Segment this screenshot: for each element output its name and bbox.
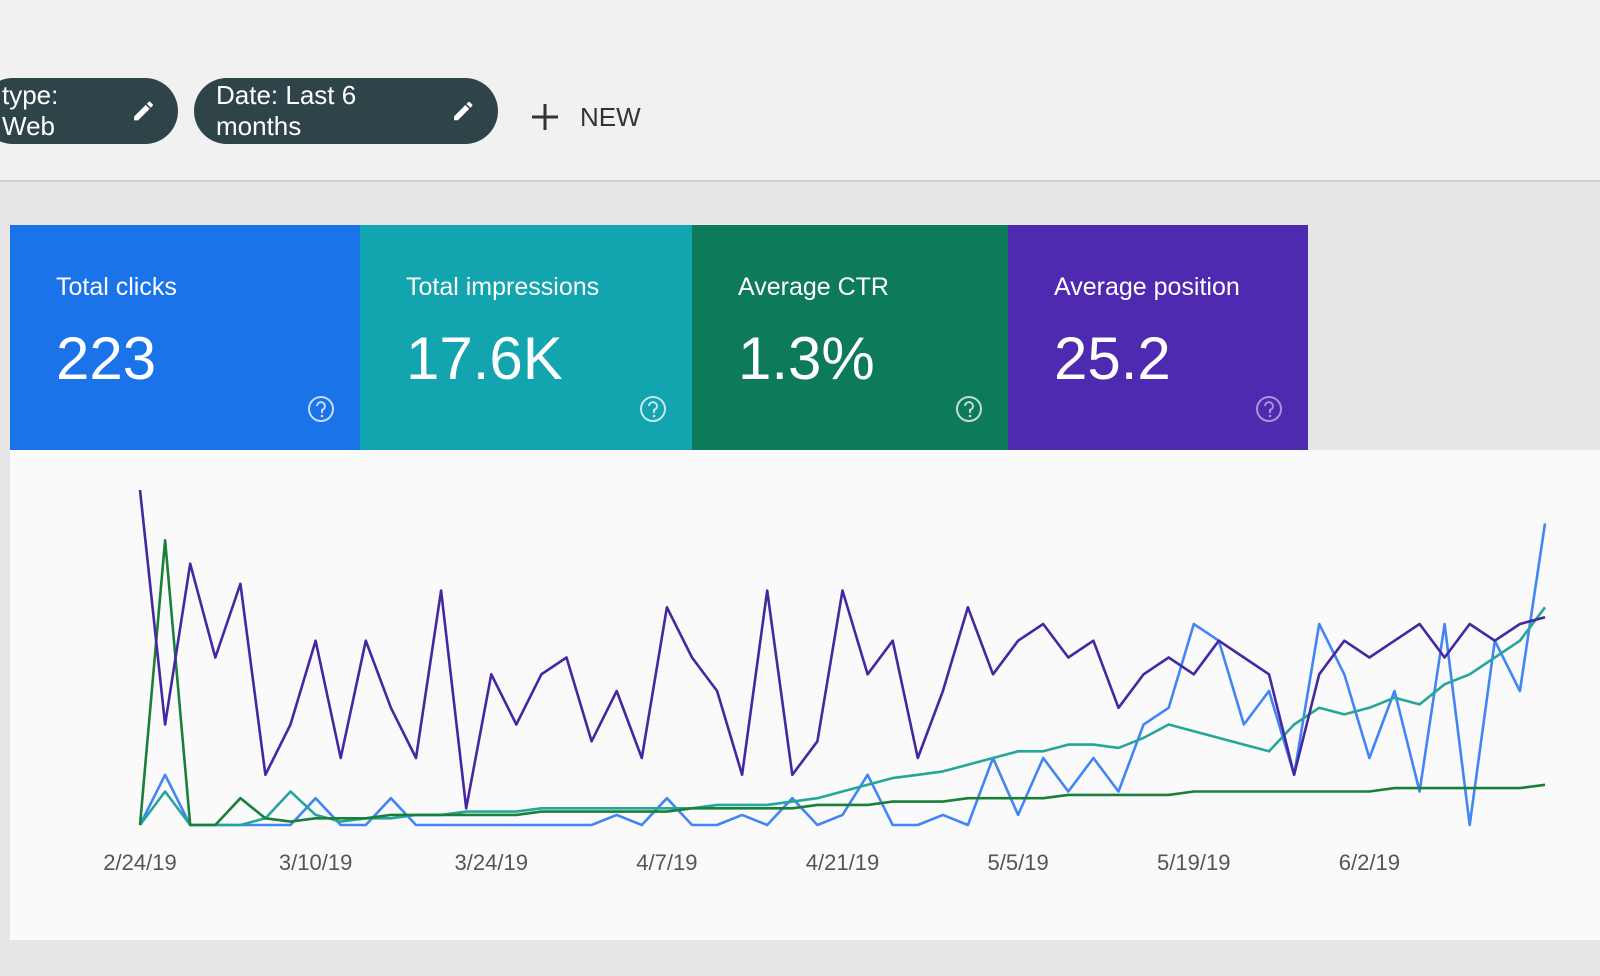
help-icon[interactable] xyxy=(306,394,336,424)
x-tick-label: 3/24/19 xyxy=(455,850,528,875)
filter-text: Date: Last 6 months xyxy=(216,80,357,141)
metric-label: Average position xyxy=(1054,273,1240,301)
series-line xyxy=(138,539,1546,827)
metric-cards: Total clicks 223 Total impressions 17.6K… xyxy=(10,225,1308,450)
edit-icon xyxy=(133,101,153,121)
filter-chip[interactable]: type: Web xyxy=(0,78,178,144)
new-filter-button[interactable]: NEW xyxy=(530,92,641,142)
metric-label: Total clicks xyxy=(56,273,177,301)
x-tick-label: 6/2/19 xyxy=(1339,850,1400,875)
series-line xyxy=(138,523,1547,827)
metric-card[interactable]: Total clicks 223 xyxy=(10,225,360,450)
x-tick-label: 4/21/19 xyxy=(806,850,879,875)
help-icon[interactable] xyxy=(1254,394,1284,424)
performance-chart: 2/24/19 3/10/19 3/24/19 4/7/19 4/21/19 5/5/19… xyxy=(103,489,1547,875)
edit-icon xyxy=(454,101,473,121)
x-tick-label: 3/10/19 xyxy=(279,850,352,875)
metric-value: 1.3% xyxy=(738,325,875,392)
metric-card[interactable]: Average CTR 1.3% xyxy=(692,225,1008,450)
x-tick-label: 5/19/19 xyxy=(1157,850,1230,875)
plus-icon xyxy=(532,104,558,130)
metric-card[interactable]: Total impressions 17.6K xyxy=(360,225,692,450)
series-line xyxy=(138,489,1546,810)
metric-value: 25.2 xyxy=(1054,325,1171,392)
filter-bar: type: Web Date: Last 6 months NEW xyxy=(0,0,1600,182)
x-tick-label: 4/7/19 xyxy=(636,850,697,875)
x-tick-label: 2/24/19 xyxy=(103,850,176,875)
metric-value: 17.6K xyxy=(406,325,563,392)
metric-card[interactable]: Average position 25.2 xyxy=(1008,225,1308,450)
help-icon[interactable] xyxy=(638,394,668,424)
help-icon[interactable] xyxy=(954,394,984,424)
filter-text: type: Web xyxy=(2,80,59,141)
metric-label: Average CTR xyxy=(738,273,889,301)
x-tick-label: 5/5/19 xyxy=(988,850,1049,875)
chart-panel: 2/24/19 3/10/19 3/24/19 4/7/19 4/21/19 5/5/19… xyxy=(10,450,1600,940)
new-label: NEW xyxy=(580,101,641,132)
metric-label: Total impressions xyxy=(406,273,600,301)
filter-chip[interactable]: Date: Last 6 months xyxy=(194,78,498,144)
metric-value: 223 xyxy=(56,325,157,392)
